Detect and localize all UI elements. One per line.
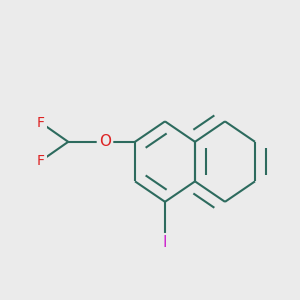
- Text: I: I: [163, 235, 167, 250]
- Text: F: F: [37, 154, 45, 168]
- Text: O: O: [99, 134, 111, 149]
- Text: F: F: [37, 116, 45, 130]
